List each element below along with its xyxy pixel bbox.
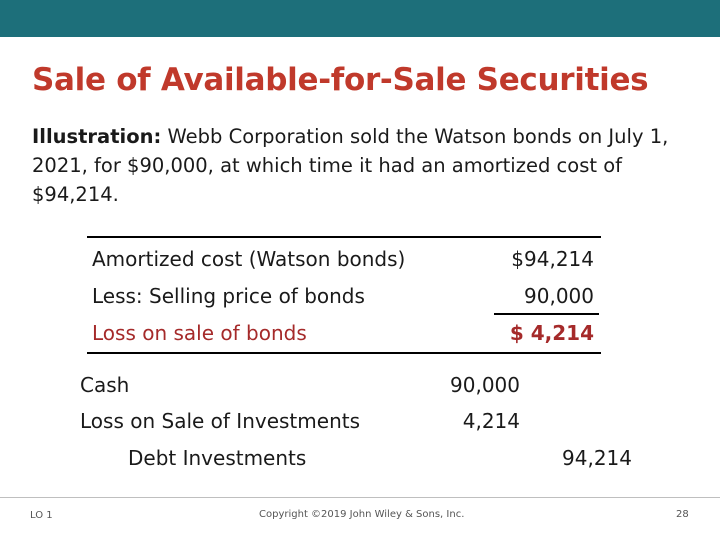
copyright-text: Copyright ©2019 John Wiley & Sons, Inc. bbox=[259, 509, 465, 520]
calc-value-loss: $ 4,214 bbox=[509, 321, 594, 345]
illustration-label: Illustration: bbox=[32, 125, 162, 148]
calc-bottom-rule bbox=[87, 352, 601, 354]
illustration-paragraph: Illustration: Webb Corporation sold the … bbox=[32, 122, 702, 209]
learning-objective: LO 1 bbox=[30, 510, 53, 521]
journal-account-loss: Loss on Sale of Investments bbox=[80, 409, 360, 433]
calc-label-selling-price: Less: Selling price of bonds bbox=[92, 284, 365, 308]
calc-value-selling-price: 90,000 bbox=[524, 284, 594, 308]
journal-debit-cash: 90,000 bbox=[450, 373, 520, 397]
journal-credit-debt-investments: 94,214 bbox=[562, 446, 632, 470]
calc-label-amortized-cost: Amortized cost (Watson bonds) bbox=[92, 247, 406, 271]
calc-value-amortized-cost: $94,214 bbox=[511, 247, 594, 271]
calc-label-loss: Loss on sale of bonds bbox=[92, 321, 307, 345]
journal-debit-loss: 4,214 bbox=[462, 409, 520, 433]
journal-account-cash: Cash bbox=[80, 373, 130, 397]
slide-title: Sale of Available-for-Sale Securities bbox=[32, 62, 649, 98]
calc-subtotal-rule bbox=[494, 313, 599, 315]
footer-divider bbox=[0, 497, 720, 498]
journal-account-debt-investments: Debt Investments bbox=[128, 446, 307, 470]
calc-top-rule bbox=[87, 236, 601, 238]
page-number: 28 bbox=[676, 509, 689, 520]
illustration-text: Webb Corporation sold the Watson bonds o… bbox=[32, 125, 669, 206]
header-bar bbox=[0, 0, 720, 37]
